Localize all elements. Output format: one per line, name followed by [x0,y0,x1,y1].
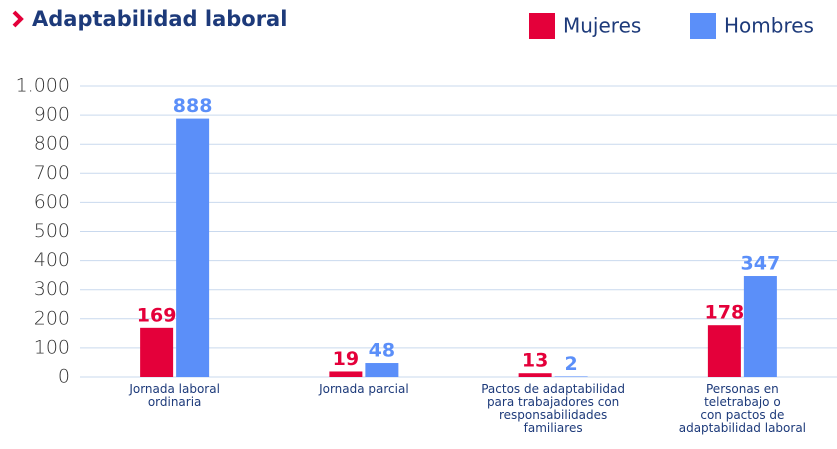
x-tick-label: Personas en teletrabajo o con pactos de … [678,382,807,435]
y-tick-label: 100 [34,336,70,358]
bar [707,325,741,377]
legend-swatch [690,13,716,39]
data-label: 178 [705,302,745,324]
data-label: 347 [741,253,781,275]
y-tick-label: 800 [34,133,70,155]
bar [140,327,174,377]
legend-label: Hombres [724,14,814,38]
x-tick-label: Jornada laboral ordinaria [129,382,220,409]
y-tick-label: 500 [34,220,70,242]
bar [329,371,363,377]
x-tick-label: Jornada parcial [319,382,409,396]
legend-label: Mujeres [563,14,641,38]
x-tick-label: Pactos de adaptabilidad para trabajadore… [481,382,626,435]
data-label: 19 [333,348,359,370]
bar [554,376,588,377]
title-chevron [12,10,24,28]
data-label: 888 [173,95,213,117]
chart-title: Adaptabilidad laboral [32,7,287,31]
y-tick-label: 300 [34,278,70,300]
bar [176,118,210,377]
y-tick-label: 600 [34,191,70,213]
y-tick-label: 1.000 [16,75,70,97]
data-label: 2 [565,353,578,375]
data-label: 169 [137,304,177,326]
y-tick-label: 700 [34,162,70,184]
bar [743,276,777,377]
y-tick-label: 400 [34,249,70,271]
bar [365,363,399,377]
data-label: 13 [522,350,548,372]
bar [518,373,552,377]
y-tick-label: 900 [34,104,70,126]
legend-swatch [529,13,555,39]
y-tick-label: 0 [58,366,70,388]
y-tick-label: 200 [34,307,70,329]
data-label: 48 [369,340,395,362]
